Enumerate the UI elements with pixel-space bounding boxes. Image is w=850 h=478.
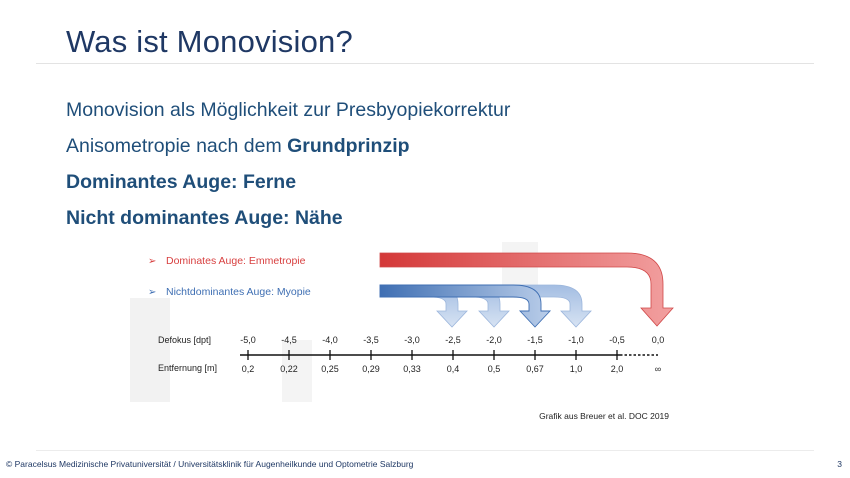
title-divider: [36, 63, 814, 64]
bullet-anisometropia-bold: Grundprinzip: [287, 135, 410, 157]
legend-label-dominant: Dominates Auge: Emmetropie: [166, 255, 306, 267]
defocus-tick-label: -1,0: [568, 335, 584, 345]
page-number: 3: [837, 459, 842, 469]
background-shape: [282, 340, 312, 402]
distance-tick-label: 0,29: [362, 364, 380, 374]
bullet-dominant-eye: Dominantes Auge: Ferne: [66, 171, 297, 193]
distance-tick-label: 2,0: [611, 364, 624, 374]
distance-tick-label: 0,2: [242, 364, 255, 374]
bullet-nondominant-eye: Nicht dominantes Auge: Nähe: [66, 207, 343, 229]
scale-ticks: -5,0 0,2 -4,5 0,22 -4,0 0,25 -3,5 0,29 -3,0 0,33 -…: [240, 335, 664, 374]
distance-tick-label: 0,5: [488, 364, 501, 374]
slide-title: Was ist Monovision?: [66, 24, 353, 59]
distance-tick-label: 0,22: [280, 364, 298, 374]
emmetropia-arrow: [379, 252, 674, 327]
bullet-anisometropia: Anisometropie nach dem Grundprinzip: [66, 135, 410, 157]
bullet-presbyopia: Monovision als Möglichkeit zur Presbyopi…: [66, 99, 511, 121]
defocus-tick-label: -4,5: [281, 335, 297, 345]
distance-tick-label: ∞: [655, 364, 661, 374]
distance-tick-label: 1,0: [570, 364, 583, 374]
defocus-tick-label: -0,5: [609, 335, 625, 345]
footer-divider: [36, 450, 814, 451]
defocus-tick-label: -5,0: [240, 335, 256, 345]
defocus-tick-label: -2,5: [445, 335, 461, 345]
legend-label-nondominant: Nichtdominantes Auge: Myopie: [166, 286, 311, 298]
defocus-row-label: Defokus [dpt]: [158, 335, 211, 345]
monovision-diagram: ➢ Dominates Auge: Emmetropie ➢ Nichtdomi…: [130, 240, 678, 402]
distance-tick-label: 0,4: [447, 364, 460, 374]
background-shape: [130, 298, 170, 402]
defocus-tick-label: -4,0: [322, 335, 338, 345]
bullet-list: Monovision als Möglichkeit zur Presbyopi…: [66, 96, 510, 240]
defocus-tick-label: 0,0: [652, 335, 665, 345]
footer-copyright: © Paracelsus Medizinische Privatuniversi…: [6, 459, 414, 469]
distance-tick-label: 0,67: [526, 364, 544, 374]
distance-row-label: Entfernung [m]: [158, 363, 217, 373]
legend-marker-nondominant: ➢: [148, 287, 156, 298]
distance-tick-label: 0,33: [403, 364, 421, 374]
defocus-tick-label: -3,5: [363, 335, 379, 345]
myopia-arrow: [379, 284, 552, 328]
figure-caption: Grafik aus Breuer et al. DOC 2019: [539, 411, 669, 421]
defocus-tick-label: -2,0: [486, 335, 502, 345]
defocus-tick-label: -3,0: [404, 335, 420, 345]
monovision-diagram-svg: ➢ Dominates Auge: Emmetropie ➢ Nichtdomi…: [130, 242, 674, 402]
legend-marker-dominant: ➢: [148, 256, 156, 267]
distance-tick-label: 0,25: [321, 364, 339, 374]
defocus-tick-label: -1,5: [527, 335, 543, 345]
